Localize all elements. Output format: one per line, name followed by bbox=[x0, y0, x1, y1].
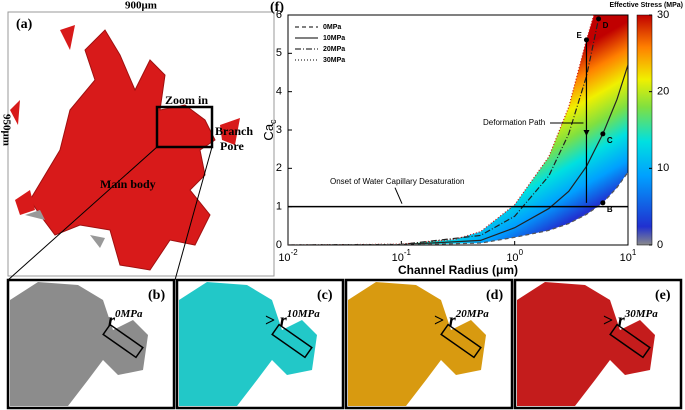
y-tick-label: 6 bbox=[276, 9, 282, 21]
point-label: D bbox=[603, 21, 609, 30]
width-label: 900μm bbox=[125, 0, 157, 12]
x-tick-label: 101 bbox=[620, 248, 637, 264]
path-point bbox=[600, 131, 606, 137]
pore-body bbox=[29, 29, 216, 271]
pore-image bbox=[517, 282, 655, 406]
path-label: Deformation Path bbox=[483, 118, 545, 127]
grey-fragment bbox=[25, 210, 105, 248]
pore-image bbox=[179, 282, 317, 406]
panel-label: (d) bbox=[486, 288, 503, 303]
colorbar-tick-label: 30 bbox=[657, 9, 669, 21]
branch-label: Branch bbox=[215, 124, 253, 138]
branch-label: Pore bbox=[220, 139, 244, 153]
throat bbox=[102, 323, 144, 359]
throat bbox=[271, 323, 313, 359]
threshold-label: Onset of Water Capillary Desaturation bbox=[330, 177, 464, 186]
y-tick-label: 1 bbox=[276, 201, 282, 213]
zoom-line bbox=[174, 146, 213, 281]
panel-label: (c) bbox=[317, 288, 333, 303]
zoom-label: Zoom in bbox=[165, 93, 208, 107]
legend-label: 20MPa bbox=[323, 46, 345, 53]
body-label: Main body bbox=[100, 177, 156, 191]
threshold-arrow bbox=[394, 187, 403, 204]
legend-label: 10MPa bbox=[323, 35, 345, 42]
point-label: B bbox=[607, 205, 613, 214]
y-tick-label: 4 bbox=[276, 86, 282, 98]
bottom-panels: (b) r0MPa (c) > r10MPa (d) > r20MPa (e) > r30MP… bbox=[6, 278, 683, 410]
zoom-line bbox=[7, 146, 158, 281]
series-line bbox=[288, 15, 595, 245]
y-tick-label: 3 bbox=[276, 124, 282, 136]
colorbar-tick-label: 10 bbox=[657, 162, 669, 174]
legend-label: 0MPa bbox=[323, 24, 341, 31]
panel-label: (b) bbox=[148, 288, 165, 303]
x-tick-label: 10-1 bbox=[392, 248, 412, 264]
radius-label: > r20MPa bbox=[434, 308, 489, 331]
y-tick-label: 2 bbox=[276, 162, 282, 174]
colorbar-tick-label: 20 bbox=[657, 86, 669, 98]
x-tick-label: 10-2 bbox=[278, 248, 298, 264]
colorbar-label: Effective Stress (MPa) bbox=[609, 2, 683, 9]
throat bbox=[609, 323, 651, 359]
x-axis-label: Channel Radius (μm) bbox=[398, 263, 518, 277]
path-point bbox=[596, 16, 602, 22]
panel-label: (a) bbox=[16, 17, 33, 32]
colorbar bbox=[636, 14, 653, 246]
radius-label: > r30MPa bbox=[603, 308, 658, 331]
radius-label: > r10MPa bbox=[265, 308, 320, 331]
y-axis-label: Cac bbox=[261, 119, 278, 141]
panel-label: (f) bbox=[270, 0, 284, 15]
pore-image bbox=[10, 282, 148, 406]
path-arrow bbox=[583, 130, 590, 136]
zoom-box bbox=[155, 105, 214, 149]
path-point bbox=[600, 200, 606, 206]
legend-label: 30MPa bbox=[323, 57, 345, 64]
series-line bbox=[288, 18, 600, 245]
radius-label: r0MPa bbox=[108, 308, 143, 331]
pore-image bbox=[348, 282, 486, 406]
path-point bbox=[583, 37, 589, 43]
stress-band bbox=[288, 15, 628, 245]
series-line bbox=[288, 64, 628, 245]
y-tick-label: 0 bbox=[276, 239, 282, 251]
height-label: 950μm bbox=[0, 114, 12, 146]
x-tick-label: 100 bbox=[506, 248, 523, 264]
panel-label: (e) bbox=[655, 288, 671, 303]
point-label: C bbox=[607, 136, 613, 145]
y-tick-label: 5 bbox=[276, 47, 282, 59]
panel-a: (a) 900μm 950μm Zoom in Branch Pore Main… bbox=[0, 0, 275, 281]
throat bbox=[440, 323, 482, 359]
point-label: E bbox=[576, 31, 582, 40]
colorbar-tick-label: 0 bbox=[657, 239, 663, 251]
